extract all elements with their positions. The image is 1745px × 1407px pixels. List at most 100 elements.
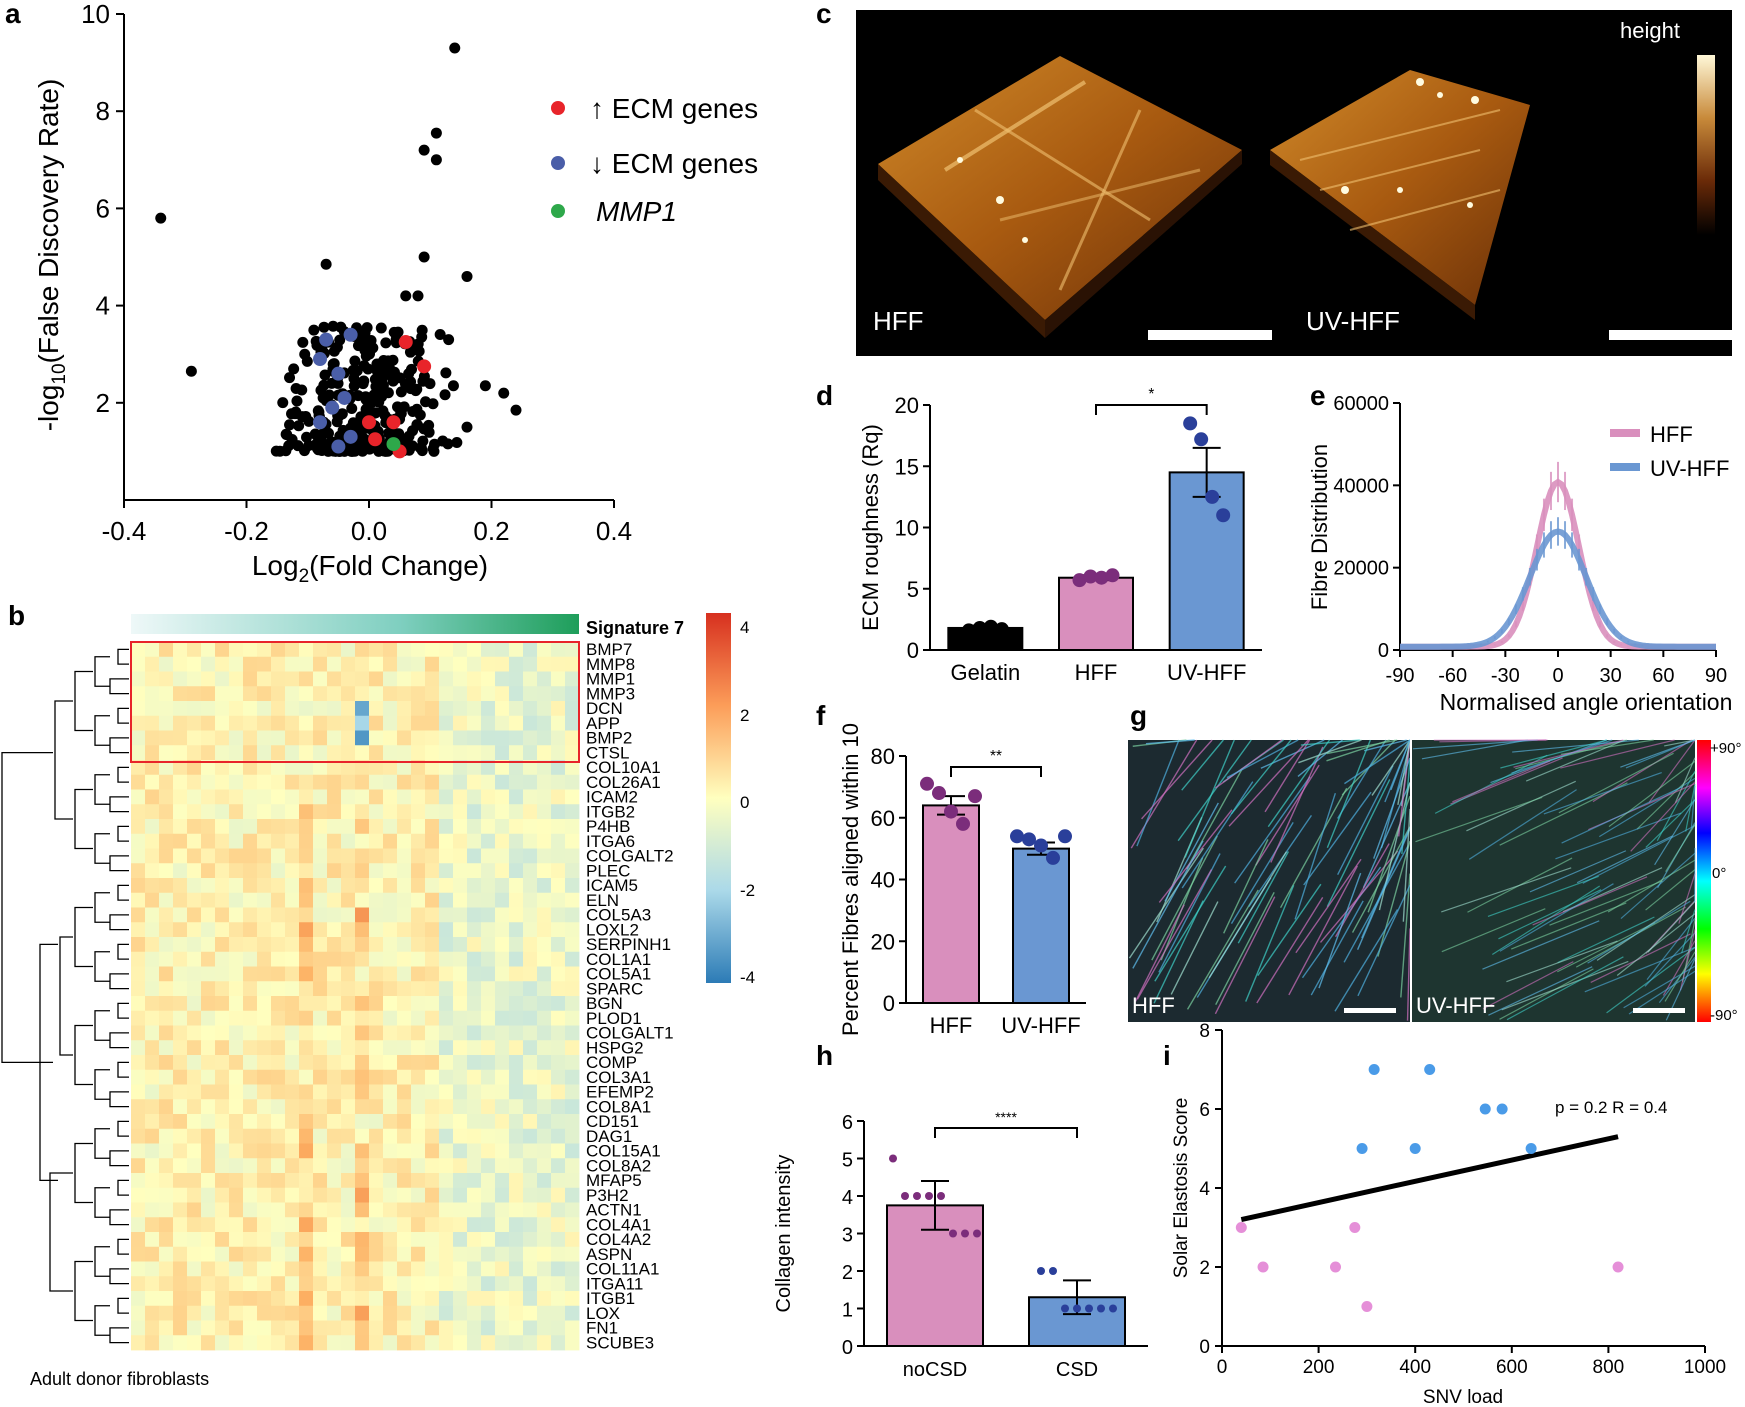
heatmap-cell bbox=[173, 1217, 188, 1233]
heatmap-cell bbox=[131, 1069, 146, 1085]
legend-up-ecm-dot bbox=[551, 101, 565, 115]
heatmap-cell bbox=[299, 1291, 314, 1307]
heatmap-cell bbox=[257, 966, 272, 982]
ytick: 5 bbox=[842, 1150, 853, 1172]
up-ecm-point bbox=[417, 359, 432, 374]
heatmap-cell bbox=[425, 745, 440, 761]
heatmap-cell bbox=[523, 715, 538, 731]
heatmap-cell bbox=[565, 1099, 580, 1115]
heatmap-cell bbox=[285, 907, 300, 923]
heatmap-cell bbox=[481, 1084, 496, 1100]
heatmap-cell bbox=[383, 1114, 398, 1130]
heatmap-cell bbox=[411, 1187, 426, 1203]
heatmap-cell bbox=[537, 1320, 552, 1336]
heatmap-cell bbox=[327, 1291, 342, 1307]
heatmap-cell bbox=[229, 760, 244, 776]
heatmap-cell bbox=[131, 981, 146, 997]
heatmap-cell bbox=[201, 892, 216, 908]
heatmap-cell bbox=[411, 1320, 426, 1336]
heatmap-cell bbox=[299, 1128, 314, 1144]
heatmap-cell bbox=[159, 1010, 174, 1026]
heatmap-cell bbox=[369, 1158, 384, 1174]
heatmap-cell bbox=[187, 730, 202, 746]
heatmap-cell bbox=[369, 1084, 384, 1100]
heatmap-cell bbox=[201, 1335, 216, 1351]
heatmap-cell bbox=[453, 1202, 468, 1218]
heatmap-cell bbox=[467, 819, 482, 835]
gene-label: ICAM2 bbox=[586, 788, 638, 807]
gene-point bbox=[311, 339, 323, 351]
heatmap-cell bbox=[271, 819, 286, 835]
heatmap-cell bbox=[439, 1232, 454, 1248]
heatmap-cell bbox=[145, 760, 160, 776]
heatmap-cell bbox=[467, 760, 482, 776]
heatmap-cell bbox=[551, 922, 566, 938]
heatmap-cell bbox=[523, 878, 538, 894]
heatmap-cell bbox=[509, 1173, 524, 1189]
heatmap-cell bbox=[131, 1158, 146, 1174]
heatmap-cell bbox=[397, 1217, 412, 1233]
gene-label: COL15A1 bbox=[586, 1142, 661, 1161]
heatmap-cell bbox=[229, 819, 244, 835]
data-point bbox=[1083, 569, 1098, 584]
heatmap-cell bbox=[271, 701, 286, 717]
heatmap-cell bbox=[201, 1025, 216, 1041]
xtick: 1000 bbox=[1684, 1357, 1726, 1378]
heatmap-cell bbox=[173, 1069, 188, 1085]
heatmap-cell bbox=[355, 1084, 370, 1100]
heatmap-cell bbox=[257, 730, 272, 746]
heatmap-cell bbox=[243, 1335, 258, 1351]
heatmap-cell bbox=[509, 745, 524, 761]
gene-point bbox=[288, 363, 300, 375]
gene-point bbox=[443, 334, 455, 346]
heatmap-cell bbox=[565, 656, 580, 672]
color-scale-tick: 0 bbox=[740, 793, 749, 812]
heatmap-cell bbox=[243, 1291, 258, 1307]
heatmap-cell bbox=[439, 1084, 454, 1100]
heatmap-cell bbox=[439, 981, 454, 997]
heatmap-cell bbox=[551, 701, 566, 717]
heatmap-cell bbox=[285, 1276, 300, 1292]
bar bbox=[1168, 471, 1245, 651]
heatmap-cell bbox=[481, 804, 496, 820]
heatmap-cell bbox=[439, 642, 454, 658]
heatmap-cell bbox=[383, 701, 398, 717]
heatmap-cell bbox=[257, 1055, 272, 1071]
heatmap-cell bbox=[411, 760, 426, 776]
heatmap-cell bbox=[523, 1217, 538, 1233]
heatmap-cell bbox=[229, 642, 244, 658]
heatmap-cell bbox=[341, 1320, 356, 1336]
gene-label: COL26A1 bbox=[586, 773, 661, 792]
gene-point bbox=[319, 369, 331, 381]
heatmap-cell bbox=[327, 892, 342, 908]
gene-point bbox=[301, 355, 313, 367]
heatmap-cell bbox=[243, 789, 258, 805]
heatmap-cell bbox=[369, 760, 384, 776]
gene-point bbox=[315, 384, 327, 396]
heatmap-cell bbox=[509, 1010, 524, 1026]
heatmap-cell bbox=[215, 1187, 230, 1203]
heatmap-cell bbox=[537, 1114, 552, 1130]
heatmap-cell bbox=[271, 1261, 286, 1277]
heatmap-cell bbox=[271, 1010, 286, 1026]
xtick: -30 bbox=[1491, 665, 1520, 687]
heatmap-cell bbox=[565, 892, 580, 908]
heatmap-cell bbox=[201, 671, 216, 687]
signature-title: Signature 7 bbox=[586, 618, 684, 638]
heatmap-cell bbox=[369, 878, 384, 894]
heatmap-cell bbox=[551, 907, 566, 923]
heatmap-cell bbox=[257, 1025, 272, 1041]
heatmap-cell bbox=[551, 1305, 566, 1321]
heatmap-cell bbox=[481, 715, 496, 731]
heatmap-cell bbox=[271, 730, 286, 746]
heatmap-cell bbox=[397, 1114, 412, 1130]
heatmap-cell bbox=[173, 863, 188, 879]
heatmap-cell bbox=[397, 996, 412, 1012]
volcano-xtick: 0.2 bbox=[473, 516, 509, 546]
heatmap-cell bbox=[327, 1320, 342, 1336]
heatmap-cell bbox=[495, 937, 510, 953]
heatmap-cell bbox=[467, 642, 482, 658]
ytick: 2 bbox=[842, 1262, 853, 1284]
gene-label: ITGA11 bbox=[586, 1274, 643, 1293]
heatmap-cell bbox=[551, 671, 566, 687]
